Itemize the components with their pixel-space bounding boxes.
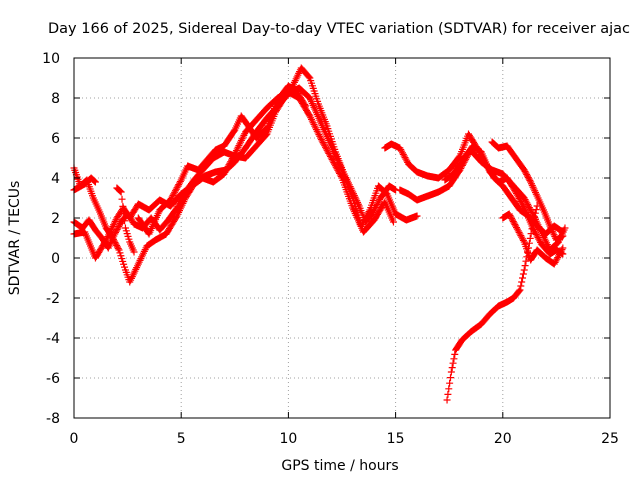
data-markers xyxy=(70,84,421,286)
axes: 0 5 10 15 20 25 -8 -6 -4 -2 0 2 4 6 8 10 xyxy=(42,51,619,447)
x-tick-label: 5 xyxy=(177,431,186,447)
series-sat-k xyxy=(499,210,567,268)
chart-title: Day 166 of 2025, Sidereal Day-to-day VTE… xyxy=(48,21,630,37)
data-markers xyxy=(113,184,138,256)
series-sat-d xyxy=(70,88,397,262)
series-sat-l xyxy=(443,202,541,404)
x-tick-label: 20 xyxy=(494,431,512,447)
x-tick-label: 15 xyxy=(387,431,405,447)
y-tick-label: 4 xyxy=(51,171,60,187)
y-tick-label: 2 xyxy=(51,211,60,227)
data-markers xyxy=(70,88,397,262)
y-tick-label: 0 xyxy=(51,251,60,267)
y-tick-label: -8 xyxy=(46,411,60,427)
x-tick-label: 0 xyxy=(70,431,79,447)
data-markers xyxy=(134,82,310,238)
data-markers xyxy=(443,202,541,404)
y-tick-label: -4 xyxy=(46,331,60,347)
x-tick-label: 10 xyxy=(279,431,297,447)
data-markers xyxy=(488,138,567,244)
x-axis-label: GPS time / hours xyxy=(281,458,398,474)
y-tick-label: 6 xyxy=(51,131,60,147)
x-tick-label: 25 xyxy=(601,431,619,447)
y-tick-label: 8 xyxy=(51,91,60,107)
y-tick-label: -6 xyxy=(46,371,60,387)
series-sat-e xyxy=(113,184,138,256)
series-sat-f xyxy=(134,82,310,238)
data-markers xyxy=(499,210,567,268)
y-tick-label: 10 xyxy=(42,51,60,67)
series-sat-i xyxy=(441,142,567,258)
series-sat-j xyxy=(488,138,567,244)
plot-frame xyxy=(73,57,611,419)
data-markers xyxy=(70,64,400,252)
y-tick-label: -2 xyxy=(46,291,60,307)
y-axis-label: SDTVAR / TECUs xyxy=(7,181,23,296)
data-markers xyxy=(441,142,567,258)
series-sat-c xyxy=(70,64,400,252)
series-sat-a xyxy=(70,84,421,286)
data-points xyxy=(70,64,569,404)
